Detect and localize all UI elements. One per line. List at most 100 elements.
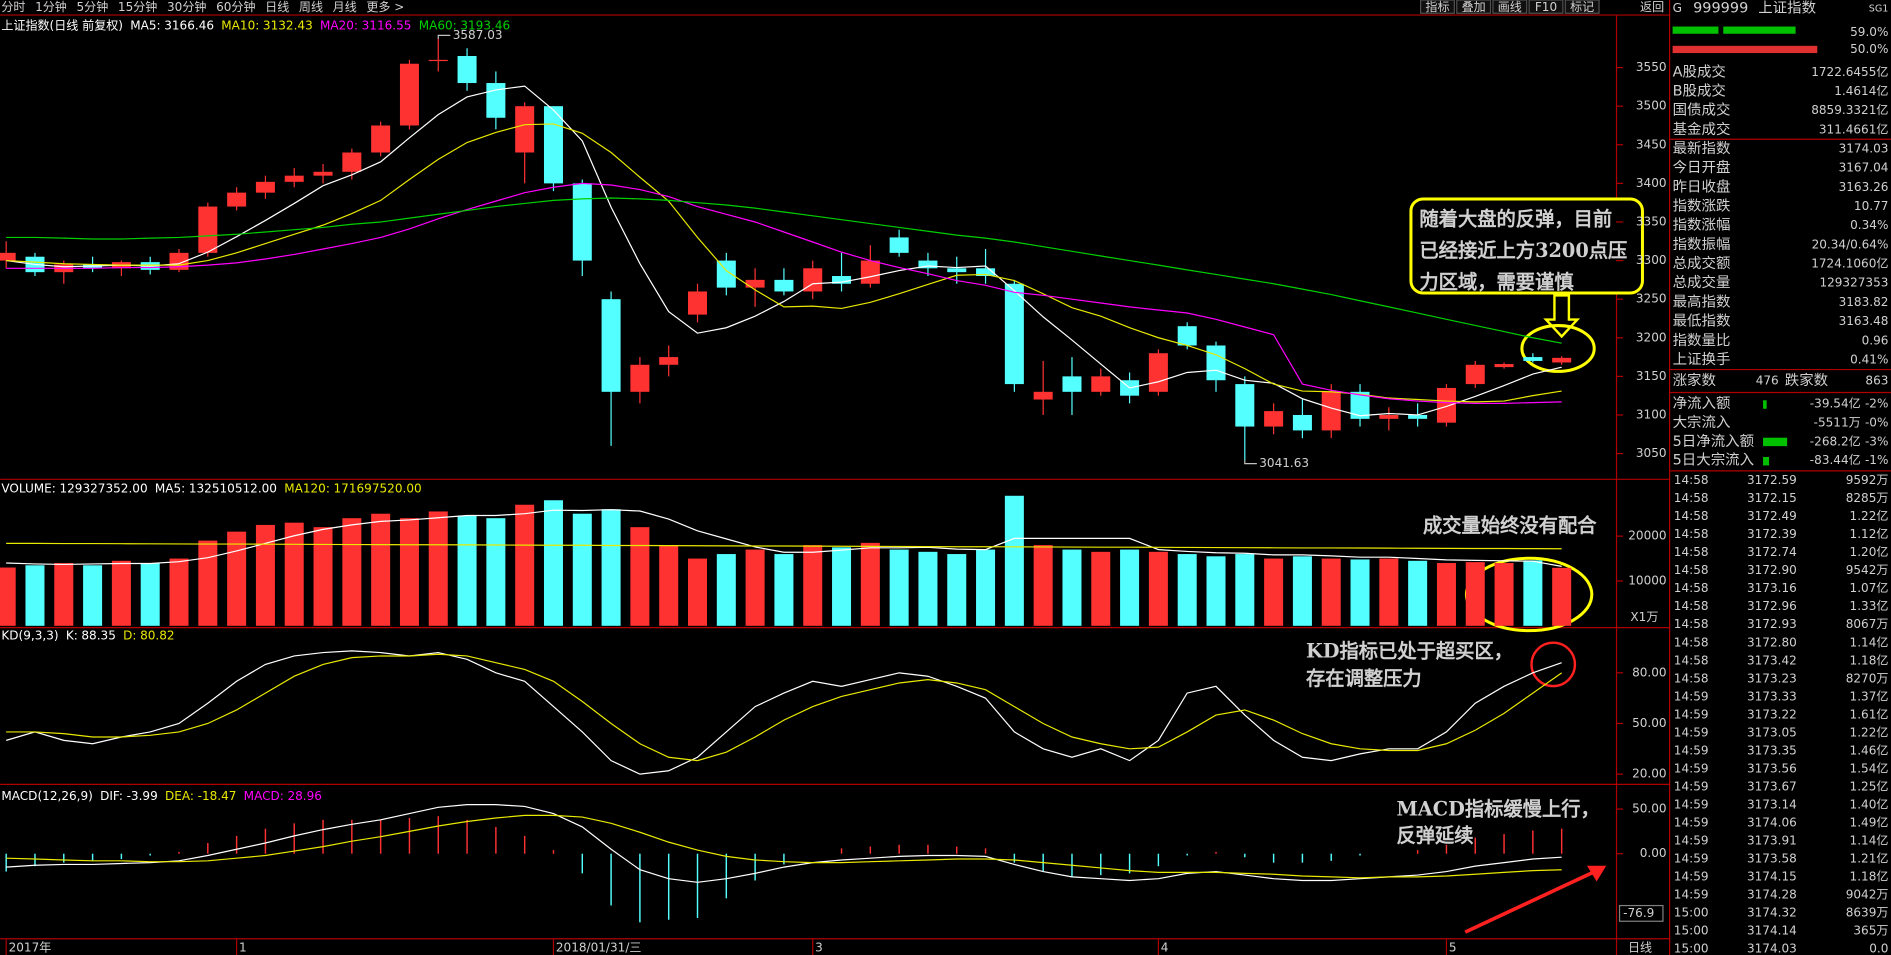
toolbar-button[interactable]: 叠加 <box>1462 0 1486 14</box>
period-label: 日线 <box>1628 940 1652 954</box>
tick-price: 3173.22 <box>1747 707 1797 721</box>
tick-volume: 1.18亿 <box>1850 869 1889 884</box>
legend-value: 28.96 <box>287 788 322 802</box>
tick-price: 3172.74 <box>1747 545 1797 559</box>
flow-bar <box>1763 437 1788 447</box>
tick-volume: 1.12亿 <box>1850 526 1889 541</box>
stat-value: 3183.82 <box>1839 295 1889 309</box>
tick-time: 14:58 <box>1674 563 1709 577</box>
toolbar-tab[interactable]: 分时 <box>1 0 25 14</box>
series-line <box>6 814 1562 879</box>
candle-body <box>255 181 275 193</box>
toolbar-tab[interactable]: 日线 <box>265 0 289 14</box>
tick-volume: 365万 <box>1853 924 1888 938</box>
tick-price: 3172.93 <box>1747 617 1797 631</box>
toolbar-tab[interactable]: 15分钟 <box>118 0 157 14</box>
tick-volume: 1.37亿 <box>1850 688 1889 703</box>
candle-body <box>1494 364 1514 368</box>
legend-value: 171697520.00 <box>334 481 422 495</box>
toolbar-button[interactable]: 指标 <box>1425 0 1449 14</box>
tick-time: 14:59 <box>1674 725 1709 739</box>
tick-time: 14:58 <box>1674 635 1709 649</box>
panel-header: KD(9,3,3) K: 88.35 D: 80.82 <box>1 628 174 642</box>
tick-volume: 1.49亿 <box>1850 815 1889 830</box>
tick-volume: 9042万 <box>1846 888 1889 902</box>
toolbar-tab[interactable]: 30分钟 <box>167 0 206 14</box>
tick-time: 14:58 <box>1674 527 1709 541</box>
candle-body <box>1350 391 1370 419</box>
stat-value: 3167.04 <box>1839 161 1889 175</box>
candle-body <box>1148 353 1168 392</box>
tick-volume: 8270万 <box>1846 671 1889 685</box>
tick-volume: 1.40亿 <box>1850 796 1889 811</box>
y-tick-label: 3400 <box>1636 176 1667 190</box>
candle-body <box>515 106 535 153</box>
callout-text: MACD指标缓慢上行， <box>1396 797 1599 820</box>
tick-volume: 9592万 <box>1846 473 1889 487</box>
volume-bar <box>947 554 967 626</box>
stat-value: 1724.1060亿 <box>1811 256 1888 271</box>
tick-time: 14:59 <box>1674 779 1709 793</box>
high-pointer <box>437 34 451 40</box>
volume-bar <box>342 518 362 626</box>
stat-label: 总成交额 <box>1673 254 1731 272</box>
toolbar-tab[interactable]: 5分钟 <box>77 0 109 14</box>
stat-label: A股成交 <box>1673 62 1726 80</box>
legend-value: -18.47 <box>198 788 237 802</box>
stat-label: 总成交量 <box>1673 273 1731 291</box>
toolbar-tab[interactable]: 60分钟 <box>216 0 255 14</box>
toolbar-button[interactable]: 画线 <box>1498 0 1522 14</box>
candle-body <box>832 276 852 284</box>
volume-bar <box>601 509 621 626</box>
y-tick-label: 3250 <box>1636 292 1667 306</box>
tick-volume: 1.07亿 <box>1850 580 1889 595</box>
tick-time: 14:59 <box>1674 852 1709 866</box>
breadth-label: 涨家数 <box>1673 372 1717 389</box>
toolbar-button[interactable]: 标记 <box>1570 0 1594 14</box>
stat-value: 20.34/0.64% <box>1812 237 1889 251</box>
volume-bar <box>1120 549 1140 626</box>
toolbar-tab[interactable]: 1分钟 <box>35 0 67 14</box>
volume-bar <box>457 515 477 626</box>
back-button[interactable]: 返回 <box>1640 0 1664 14</box>
toolbar-tab[interactable]: 月线 <box>333 0 357 14</box>
panel-title: VOLUME: <box>1 481 56 495</box>
volume-bar <box>1379 558 1399 626</box>
tick-price: 3173.35 <box>1747 743 1797 757</box>
volume-bar <box>1033 545 1053 626</box>
toolbar-button-frame <box>1564 0 1600 14</box>
tick-price: 3173.91 <box>1747 834 1797 848</box>
tick-time: 14:58 <box>1674 581 1709 595</box>
panel-title: MACD(12,26,9) <box>1 788 93 802</box>
volume-bar <box>889 549 909 626</box>
tick-price: 3174.32 <box>1747 906 1797 920</box>
candle-body <box>572 183 592 261</box>
volume-bar <box>572 513 592 626</box>
flow-bar <box>1763 400 1767 409</box>
tick-volume: 1.20亿 <box>1850 544 1889 559</box>
toolbar-tab[interactable]: 更多 > <box>366 0 404 14</box>
high-label: 3587.03 <box>453 28 503 42</box>
candle-body <box>1379 414 1399 419</box>
ratio-bar <box>1672 26 1719 34</box>
candle-body <box>918 260 938 269</box>
candle-body <box>0 252 16 261</box>
stat-value: 0.41% <box>1850 352 1888 366</box>
volume-bar <box>1206 556 1226 626</box>
stat-value: 3163.26 <box>1839 180 1889 194</box>
toolbar-tab[interactable]: 周线 <box>299 0 323 14</box>
y-tick-label: 3050 <box>1636 446 1667 460</box>
volume-bar <box>0 567 16 626</box>
tick-price: 3173.05 <box>1747 725 1797 739</box>
stat-value: 3174.03 <box>1839 142 1889 156</box>
tick-volume: 1.18亿 <box>1850 652 1889 667</box>
tick-volume: 1.25亿 <box>1850 778 1889 793</box>
tick-time: 14:59 <box>1674 689 1709 703</box>
volume-bar <box>428 511 448 626</box>
toolbar-button[interactable]: F10 <box>1535 0 1557 14</box>
volume-bar <box>1264 558 1284 626</box>
volume-bar <box>1004 495 1024 626</box>
candle-body <box>1465 364 1485 385</box>
candle-body <box>1436 387 1456 423</box>
